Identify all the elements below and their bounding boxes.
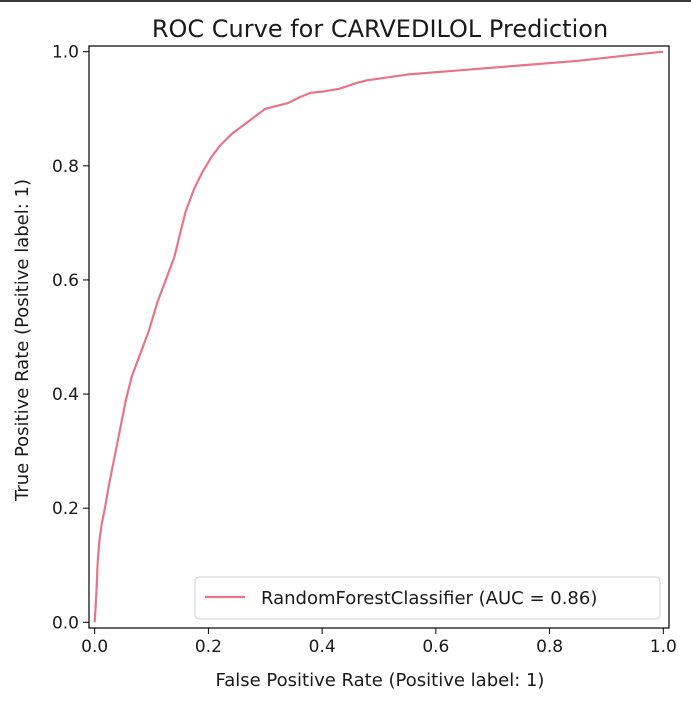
y-tick-label: 0.4 xyxy=(52,385,79,405)
y-tick-label: 0.0 xyxy=(52,613,79,633)
roc-curve-line xyxy=(93,50,664,623)
x-tick-label: 0.0 xyxy=(81,637,108,657)
x-tick-label: 0.8 xyxy=(536,637,563,657)
legend-label: RandomForestClassifier (AUC = 0.86) xyxy=(261,588,597,609)
x-axis-label: False Positive Rate (Positive label: 1) xyxy=(216,670,545,691)
y-axis-ticks: 0.0 0.2 0.4 0.6 0.8 1.0 xyxy=(52,43,89,633)
plot-frame xyxy=(88,45,670,629)
y-tick-label: 0.8 xyxy=(52,157,79,177)
y-tick-label: 0.6 xyxy=(52,271,79,291)
chart-title: ROC Curve for CARVEDILOL Prediction xyxy=(152,15,608,43)
legend-box xyxy=(194,576,661,620)
x-axis-ticks: 0.0 0.2 0.4 0.6 0.8 1.0 xyxy=(81,628,677,657)
y-axis-label: True Positive Rate (Positive label: 1) xyxy=(12,179,33,502)
y-tick-label: 0.2 xyxy=(52,499,79,519)
x-tick-label: 0.4 xyxy=(309,637,336,657)
x-tick-label: 1.0 xyxy=(650,637,677,657)
y-tick-label: 1.0 xyxy=(52,43,79,63)
x-tick-label: 0.6 xyxy=(422,637,449,657)
window-top-border xyxy=(0,0,691,2)
x-tick-label: 0.2 xyxy=(195,637,222,657)
legend: RandomForestClassifier (AUC = 0.86) xyxy=(194,576,661,620)
